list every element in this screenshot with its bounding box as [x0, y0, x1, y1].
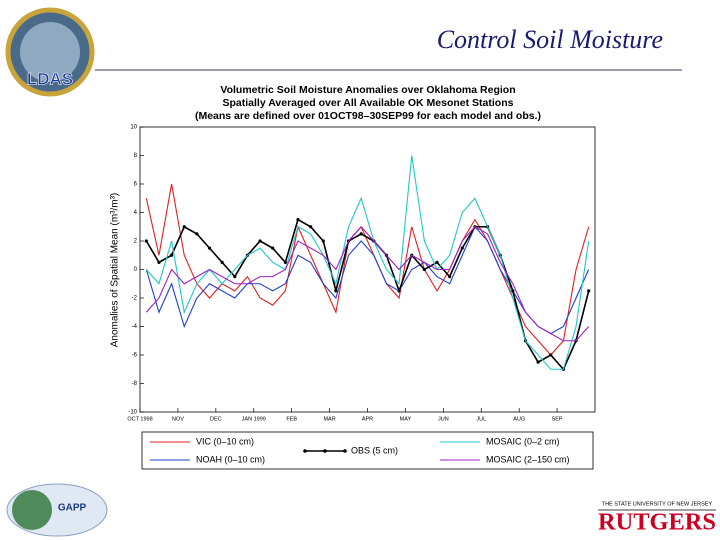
- rutgers-text: RUTGERS: [598, 510, 716, 536]
- series-marker: [511, 289, 515, 293]
- series-line: [145, 183, 590, 356]
- y-tick-label: -4: [132, 324, 138, 330]
- series-marker: [359, 232, 363, 236]
- legend-label: VIC (0–10 cm): [196, 436, 254, 446]
- ldas-logo-inner: [20, 22, 80, 82]
- legend-label: NOAH (0–10 cm): [196, 454, 265, 464]
- x-tick-label: AUG: [513, 416, 525, 422]
- legend-marker: [323, 449, 327, 453]
- x-tick-label: MAR: [323, 416, 335, 422]
- chart-title: (Means are defined over 01OCT98–30SEP99 …: [195, 110, 541, 122]
- series-marker: [233, 275, 237, 279]
- series-marker: [334, 289, 338, 293]
- series-marker: [195, 232, 199, 236]
- series-marker: [283, 260, 287, 264]
- series-marker: [422, 267, 426, 272]
- series-line: [145, 225, 590, 335]
- legend-label: MOSAIC (2–150 cm): [486, 454, 570, 464]
- legend: [141, 431, 594, 470]
- x-tick-label: MAY: [400, 416, 412, 422]
- x-tick-label: DEC: [210, 416, 222, 422]
- x-tick-label: JUL: [476, 416, 486, 422]
- x-tick-label: SEP: [552, 416, 563, 422]
- y-tick-label: 6: [134, 182, 138, 188]
- series-marker: [207, 246, 212, 250]
- x-tick-label: APR: [362, 416, 373, 422]
- legend-label: MOSAIC (0–2 cm): [486, 436, 560, 446]
- plot: -10 -8 -6 -4 -2 0 2 4 6 8 10 OCT 1998 NOV DEC JAN 1999…: [127, 125, 591, 464]
- series-marker: [157, 260, 161, 264]
- series-marker: [321, 239, 325, 243]
- y-tick-label: 4: [134, 210, 138, 216]
- series-marker: [460, 246, 464, 250]
- series-marker: [587, 289, 591, 293]
- rutgers-subtitle: THE STATE UNIVERSITY OF NEW JERSEY: [602, 501, 713, 507]
- chart-title: Volumetric Soil Moisture Anomalies over …: [220, 84, 515, 96]
- y-tick-label: -6: [132, 353, 138, 359]
- series-marker: [258, 239, 262, 243]
- x-tick-label: JAN 1999: [242, 416, 266, 422]
- series-line: [145, 218, 590, 371]
- series-marker: [144, 239, 148, 243]
- series-marker: [271, 246, 275, 250]
- series-marker: [435, 260, 439, 264]
- x-tick-label: FEB: [286, 416, 297, 422]
- series-marker: [296, 218, 300, 222]
- legend-marker: [343, 449, 347, 453]
- y-tick-label: -10: [128, 410, 137, 416]
- series-marker: [448, 275, 452, 279]
- series-marker: [182, 225, 186, 229]
- ldas-text: LDAS: [27, 69, 73, 88]
- series-marker: [309, 225, 313, 229]
- slide-title: Control Soil Moisture: [437, 25, 663, 54]
- x-tick-label: OCT 1998: [127, 416, 152, 422]
- series-line: [145, 225, 590, 342]
- y-tick-label: 0: [134, 267, 138, 273]
- x-tick-label: JUN: [438, 416, 449, 422]
- series-marker: [169, 253, 174, 257]
- series-marker: [536, 360, 540, 364]
- chart-panel: [105, 78, 600, 473]
- chart-title: Spatially Averaged over All Available OK…: [223, 97, 514, 109]
- x-tick-label: NOV: [172, 416, 184, 422]
- y-tick-label: -8: [132, 381, 138, 387]
- y-tick-label: -2: [132, 296, 138, 302]
- y-tick-label: 8: [134, 153, 138, 159]
- series-marker: [220, 260, 224, 264]
- gapp-globe: [12, 490, 52, 530]
- series-marker: [549, 353, 553, 357]
- legend-marker: [303, 449, 307, 453]
- y-tick-label: 2: [134, 239, 138, 245]
- gapp-text: GAPP: [58, 503, 87, 514]
- series-line: [145, 155, 590, 370]
- legend-label: OBS (5 cm): [351, 445, 398, 455]
- series-marker: [397, 289, 401, 293]
- y-axis-label: Anomalies of Spatial Mean (m³/m³): [110, 193, 121, 348]
- y-tick-label: 10: [130, 125, 137, 131]
